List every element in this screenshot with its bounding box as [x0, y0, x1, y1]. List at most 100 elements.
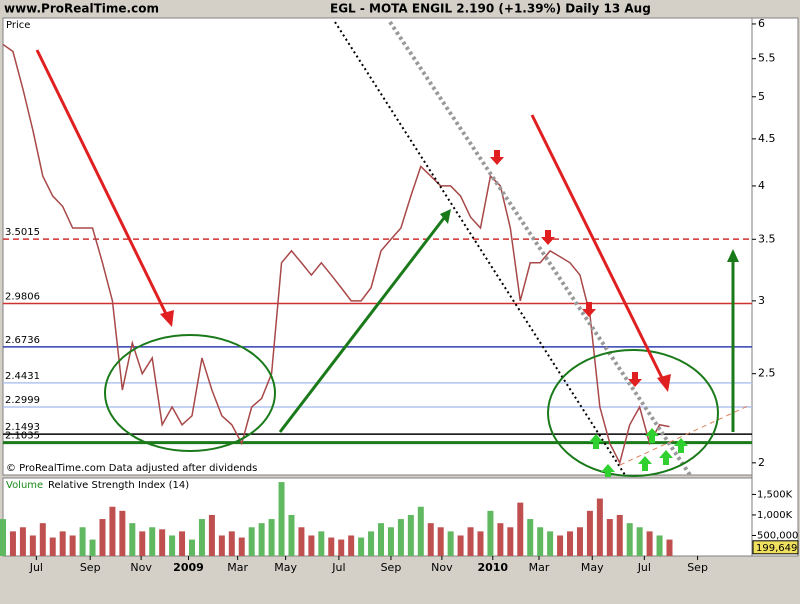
x-tick-label: Sep [687, 561, 708, 574]
note-bg [4, 462, 244, 474]
signal-up [674, 438, 688, 453]
trend-line [619, 404, 751, 466]
volume-bar [656, 535, 663, 556]
x-tick-label: Mar [227, 561, 248, 574]
x-tick-label: Jul [331, 561, 345, 574]
volume-bar [596, 498, 603, 556]
annotations [35, 20, 751, 477]
volume-bar [397, 519, 404, 556]
level-label: 2.2999 [5, 395, 40, 406]
volume-bar [328, 537, 335, 556]
volume-bar [567, 531, 574, 556]
y-tick-label: 5.5 [758, 52, 776, 65]
x-tick-label: Sep [80, 561, 101, 574]
signal-down [628, 372, 642, 387]
y-label: Price [6, 20, 30, 31]
signal-up [645, 428, 659, 443]
y-tick-label: 4 [758, 179, 765, 192]
site: www.ProRealTime.com [4, 2, 159, 16]
volume-bar [477, 531, 484, 556]
volume-bar [238, 537, 245, 556]
arrow [530, 114, 666, 383]
volume-bar [198, 519, 205, 556]
x-tick-label: Nov [130, 561, 152, 574]
trend-line [388, 20, 692, 477]
level-label: 2.9806 [5, 291, 40, 302]
level-label: 2.4431 [5, 371, 40, 382]
volume-bar [387, 527, 394, 556]
volume-bar [248, 527, 255, 556]
x-tick-label: May [274, 561, 297, 574]
volume-bar [29, 535, 36, 556]
level-label: 2.1493 [5, 422, 40, 433]
signal-down [541, 230, 555, 245]
signal-up [601, 464, 615, 477]
y-tick-label: 2 [758, 456, 765, 469]
volume-bar [9, 531, 16, 556]
y-tick-label: 1,500K [757, 489, 793, 500]
circle [104, 334, 276, 452]
right-axis [751, 17, 799, 557]
volume-bar [447, 531, 454, 556]
volume-bar [666, 539, 673, 556]
y-tick-label: 3 [758, 294, 765, 307]
price-panel [2, 17, 753, 476]
volume-bar [0, 519, 6, 556]
volume-bar [308, 535, 315, 556]
last-value-box [752, 540, 799, 555]
volume-bar [616, 514, 623, 556]
volume-bar [467, 527, 474, 556]
volume-bar [497, 523, 504, 556]
volume-bar [338, 539, 345, 556]
volume-bar [437, 527, 444, 556]
volume-bar [378, 523, 385, 556]
volume-bar [646, 531, 653, 556]
volume-bar [169, 535, 176, 556]
volume-bar [626, 523, 633, 556]
level-label: 2.6736 [5, 335, 40, 346]
x-tick-label: Jul [29, 561, 43, 574]
level-label: 3.5015 [5, 227, 40, 238]
volume-bar [39, 523, 46, 556]
volume-bar [218, 535, 225, 556]
signal-up [659, 450, 673, 465]
volume-bar [208, 514, 215, 556]
arrow-head [657, 374, 671, 392]
volume-bar [49, 537, 56, 556]
arrow-head [440, 209, 451, 224]
last-value-label: 199,649 [756, 543, 797, 554]
volume-bar [407, 514, 414, 556]
volume-bar [258, 523, 265, 556]
volume-bar [457, 535, 464, 556]
arrow-head [727, 249, 739, 262]
arrow [278, 217, 446, 433]
y-tick-label: 6 [758, 17, 765, 30]
price-line [2, 43, 670, 465]
volume-bar [368, 531, 375, 556]
x-tick-label: 2010 [477, 561, 508, 574]
level-label: 2.1035 [5, 431, 40, 442]
signal-up [589, 434, 603, 449]
volume-bar [79, 527, 86, 556]
volume-bar [179, 531, 186, 556]
volume-bar [159, 529, 166, 556]
volume-bar [576, 527, 583, 556]
volume-bar [586, 510, 593, 556]
x-tick-label: Jul [637, 561, 651, 574]
x-tick-label: Nov [431, 561, 453, 574]
arrow [35, 49, 170, 319]
chart-title: EGL - MOTA ENGIL 2.190 (+1.39%) Daily 13… [330, 2, 651, 16]
signal-down [490, 150, 504, 165]
y-tick-label: 2.5 [758, 367, 776, 380]
y-tick-label: 3.5 [758, 232, 776, 245]
volume-bar [99, 519, 106, 556]
volume-bar [547, 531, 554, 556]
note: © ProRealTime.com Data adjusted after di… [6, 463, 257, 474]
y-tick-label: 4.5 [758, 132, 776, 145]
volume-bar [119, 510, 126, 556]
signal-up [638, 456, 652, 471]
circle [547, 349, 719, 477]
volume-bar [129, 523, 136, 556]
volume-bar [507, 527, 514, 556]
